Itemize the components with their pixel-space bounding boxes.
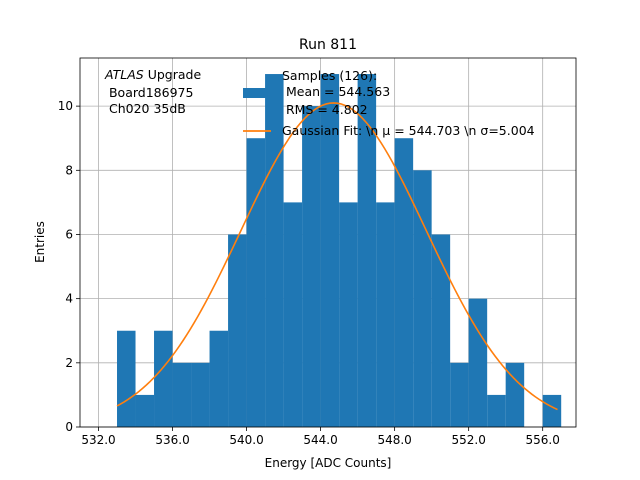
x-tick-label: 536.0 bbox=[155, 433, 189, 447]
histogram-bar bbox=[154, 330, 173, 427]
histogram-bar bbox=[191, 362, 210, 427]
gaussian-fit-curve bbox=[116, 102, 558, 411]
y-tick-label: 10 bbox=[58, 99, 73, 113]
atlas-upgrade-text: Upgrade bbox=[144, 67, 202, 82]
y-tick-label: 0 bbox=[65, 420, 73, 434]
y-tick-label: 2 bbox=[65, 356, 73, 370]
histogram-bar bbox=[431, 234, 451, 427]
x-tick-label: 548.0 bbox=[377, 433, 411, 447]
y-tick-label: 4 bbox=[65, 292, 73, 306]
x-tick-label: 540.0 bbox=[229, 433, 263, 447]
histogram-bar bbox=[468, 298, 488, 427]
histogram-bar bbox=[450, 362, 469, 427]
histogram-bar bbox=[265, 74, 284, 427]
histogram-bar bbox=[339, 202, 358, 427]
gaussian-fit-layer bbox=[116, 102, 558, 411]
x-axis-label: Energy [ADC Counts] bbox=[265, 456, 392, 470]
y-axis-ticks: 0 2 4 6 8 10 bbox=[58, 99, 80, 434]
y-axis-label: Entries bbox=[33, 221, 47, 263]
histogram-bar bbox=[413, 170, 432, 427]
legend: Samples (126): Mean = 544.563 RMS = 4.80… bbox=[243, 68, 535, 138]
x-tick-label: 532.0 bbox=[81, 433, 115, 447]
chart-title: Run 811 bbox=[299, 37, 357, 53]
legend-samples-swatch bbox=[243, 88, 271, 98]
histogram-bar bbox=[117, 330, 136, 427]
histogram-bar bbox=[172, 362, 192, 427]
histogram-bar bbox=[357, 74, 377, 427]
x-tick-label: 556.0 bbox=[526, 433, 560, 447]
histogram-bar bbox=[302, 106, 321, 427]
board-label: Board186975 bbox=[105, 85, 193, 100]
channel-label: Ch020 35dB bbox=[105, 101, 186, 116]
x-tick-label: 544.0 bbox=[303, 433, 337, 447]
histogram-bar bbox=[209, 330, 229, 427]
histogram-bar bbox=[487, 394, 506, 427]
histogram-bar bbox=[376, 202, 395, 427]
histogram-bar bbox=[228, 234, 247, 427]
x-axis-ticks: 532.0 536.0 540.0 544.0 548.0 552.0 556.0 bbox=[81, 427, 560, 447]
histogram-bar bbox=[394, 138, 414, 427]
atlas-label: ATLAS bbox=[104, 67, 144, 82]
atlas-annotation: ATLAS Upgrade Board186975 Ch020 35dB bbox=[104, 67, 201, 116]
histogram-bars bbox=[117, 74, 562, 427]
y-tick-label: 6 bbox=[65, 227, 73, 241]
histogram-bar bbox=[320, 74, 340, 427]
y-tick-label: 8 bbox=[65, 163, 73, 177]
histogram-bar bbox=[135, 394, 155, 427]
plot-frame bbox=[79, 57, 577, 428]
legend-samples-line2: Mean = 544.563 bbox=[282, 84, 390, 99]
x-tick-label: 552.0 bbox=[451, 433, 485, 447]
svg-text:ATLAS Upgrade: ATLAS Upgrade bbox=[104, 67, 201, 82]
histogram-bar bbox=[542, 394, 562, 427]
histogram-bar bbox=[283, 202, 303, 427]
legend-samples-line1: Samples (126): bbox=[282, 68, 377, 83]
histogram-bar bbox=[505, 362, 525, 427]
histogram-bar bbox=[246, 138, 266, 427]
legend-samples-line3: RMS = 4.802 bbox=[282, 102, 368, 117]
legend-fit-label: Gaussian Fit: \n μ = 544.703 \n σ=5.004 bbox=[282, 123, 535, 138]
